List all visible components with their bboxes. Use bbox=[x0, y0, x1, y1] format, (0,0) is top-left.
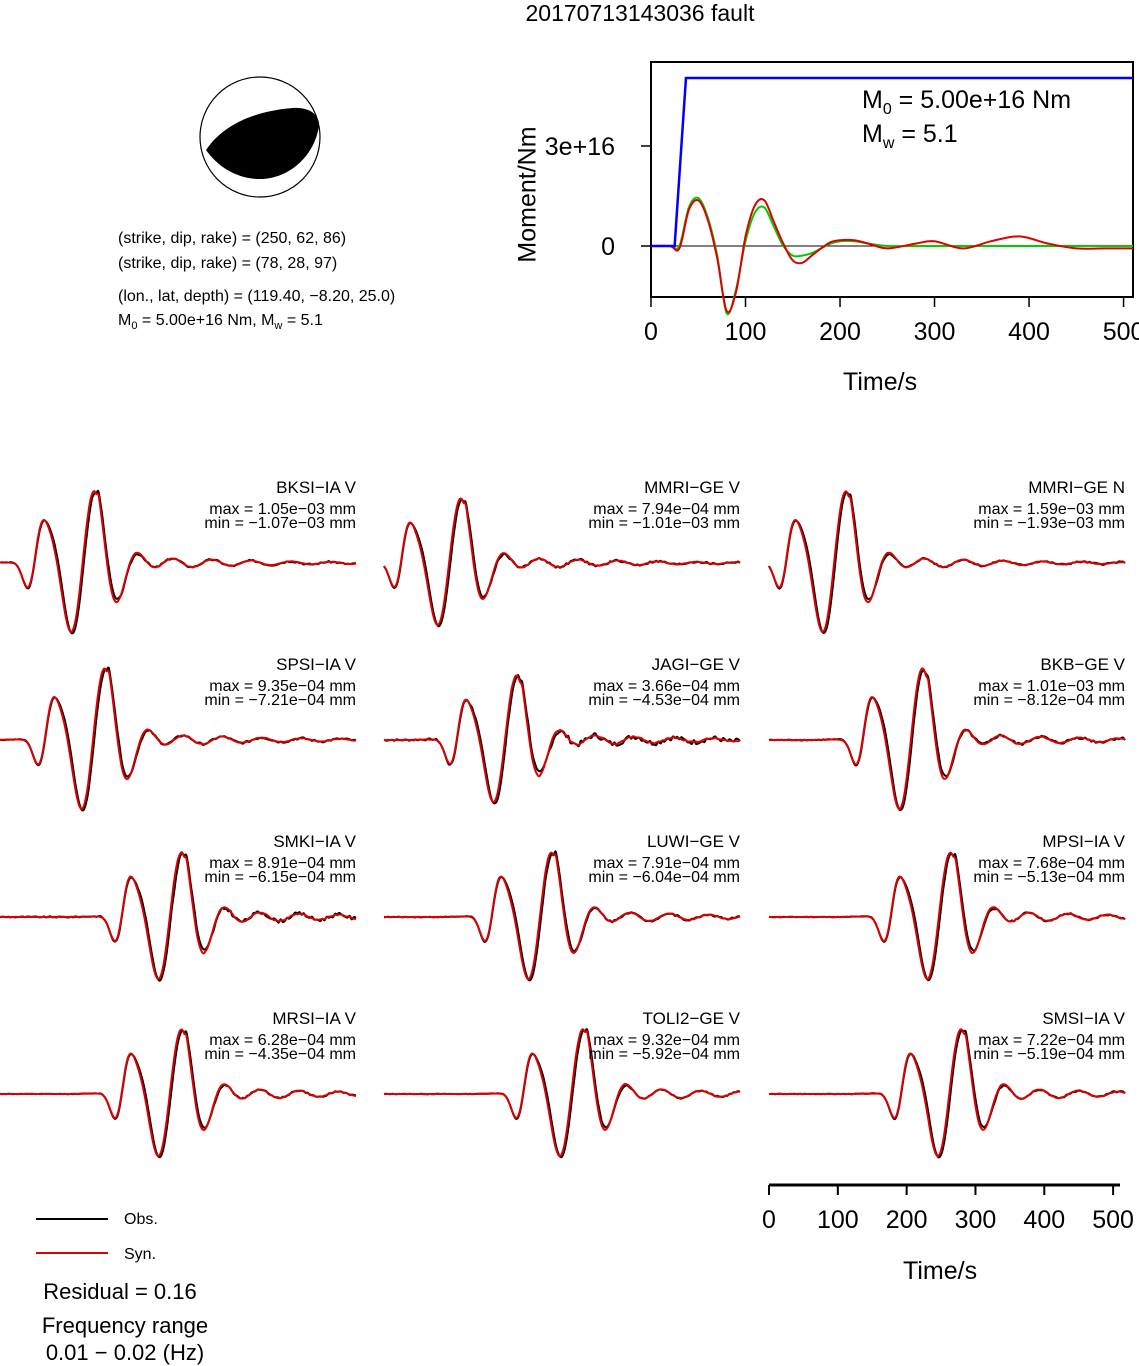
station-name-label: LUWI−GE V bbox=[646, 832, 740, 851]
synthetic-waveform bbox=[383, 497, 741, 626]
moment-xtick-label: 300 bbox=[913, 318, 956, 346]
moment-x-axis-label: Time/s bbox=[843, 368, 918, 396]
station-max-label: max = 9.35e−04 mm bbox=[209, 678, 356, 695]
station-max-label: max = 7.22e−04 mm bbox=[978, 1032, 1125, 1049]
station-min-label: min = −4.53e−04 mm bbox=[588, 692, 740, 709]
bottom-xtick-label: 200 bbox=[885, 1206, 928, 1234]
bottom-xtick-label: 300 bbox=[954, 1206, 997, 1234]
synthetic-waveform bbox=[383, 851, 741, 981]
station-max-label: max = 1.05e−03 mm bbox=[209, 501, 356, 518]
station-max-label: max = 8.91e−04 mm bbox=[209, 855, 356, 872]
station-min-label: min = −1.07e−03 mm bbox=[204, 515, 356, 532]
bottom-xtick-label: 0 bbox=[762, 1206, 776, 1234]
synthetic-waveform bbox=[0, 490, 357, 633]
bottom-xtick-label: 400 bbox=[1023, 1206, 1066, 1234]
moment-ytick-0: 0 bbox=[601, 233, 615, 261]
moment-ytick-3e16: 3e+16 bbox=[544, 133, 615, 161]
station-name-label: MPSI−IA V bbox=[1042, 832, 1125, 851]
station-min-label: min = −5.13e−04 mm bbox=[973, 869, 1125, 886]
station-name-label: MRSI−IA V bbox=[272, 1009, 356, 1028]
synthetic-waveform bbox=[768, 851, 1126, 981]
cumulative-moment-line bbox=[651, 76, 1133, 248]
synthetic-waveform bbox=[0, 851, 357, 981]
station-name-label: MMRI−GE V bbox=[644, 478, 740, 497]
synthetic-waveform bbox=[383, 1028, 741, 1158]
synthetic-waveform bbox=[383, 674, 741, 803]
frequency-value: 0.01 − 0.02 (Hz) bbox=[45, 1340, 205, 1365]
moment-plot-frame bbox=[650, 61, 1134, 298]
residual-text: Residual = 0.16 bbox=[43, 1279, 197, 1304]
legend-syn-label: Syn. bbox=[124, 1246, 157, 1263]
station-min-label: min = −4.35e−04 mm bbox=[204, 1046, 356, 1063]
frequency-label: Frequency range bbox=[41, 1313, 209, 1338]
bottom-x-axis-label: Time/s bbox=[903, 1257, 978, 1285]
station-max-label: max = 7.94e−04 mm bbox=[593, 501, 740, 518]
station-name-label: BKB−GE V bbox=[1040, 655, 1125, 674]
station-min-label: min = −1.93e−03 mm bbox=[973, 515, 1125, 532]
station-max-label: max = 7.91e−04 mm bbox=[593, 855, 740, 872]
magnitude-text: M0 = 5.00e+16 Nm, Mw = 5.1 bbox=[118, 312, 323, 333]
moment-rate-red-line bbox=[650, 198, 1133, 314]
synthetic-waveform bbox=[768, 490, 1126, 633]
focal-plane-2: (strike, dip, rake) = (78, 28, 97) bbox=[118, 255, 338, 272]
legend-obs-label: Obs. bbox=[124, 1211, 158, 1228]
synthetic-waveform bbox=[768, 667, 1126, 810]
moment-mw-annotation: Mw = 5.1 bbox=[862, 120, 958, 152]
moment-xtick-label: 0 bbox=[644, 318, 658, 346]
station-min-label: min = −6.04e−04 mm bbox=[588, 869, 740, 886]
station-max-label: max = 3.66e−04 mm bbox=[593, 678, 740, 695]
page-title: 20170713143036 fault bbox=[525, 0, 755, 26]
station-name-label: BKSI−IA V bbox=[276, 478, 356, 497]
beachball-icon bbox=[199, 76, 321, 198]
moment-rate-chart bbox=[641, 61, 1134, 316]
station-min-label: min = −6.15e−04 mm bbox=[204, 869, 356, 886]
moment-xtick-label: 400 bbox=[1008, 318, 1050, 346]
station-name-label: SMSI−IA V bbox=[1042, 1009, 1125, 1028]
station-max-label: max = 9.32e−04 mm bbox=[593, 1032, 740, 1049]
station-min-label: min = −7.21e−04 mm bbox=[204, 692, 356, 709]
focal-plane-1: (strike, dip, rake) = (250, 62, 86) bbox=[118, 230, 347, 247]
bottom-xtick-label: 500 bbox=[1092, 1206, 1134, 1234]
station-min-label: min = −1.01e−03 mm bbox=[588, 515, 740, 532]
location-text: (lon., lat, depth) = (119.40, −8.20, 25.… bbox=[118, 288, 396, 305]
moment-m0-annotation: M0 = 5.00e+16 Nm bbox=[862, 86, 1072, 118]
station-max-label: max = 6.28e−04 mm bbox=[209, 1032, 356, 1049]
station-max-label: max = 1.01e−03 mm bbox=[978, 678, 1125, 695]
legend-lines bbox=[36, 1218, 108, 1254]
station-name-label: JAGI−GE V bbox=[651, 655, 740, 674]
moment-xtick-label: 200 bbox=[819, 318, 861, 346]
station-name-label: TOLI2−GE V bbox=[642, 1009, 740, 1028]
station-max-label: max = 1.59e−03 mm bbox=[978, 501, 1125, 518]
synthetic-waveform bbox=[0, 667, 357, 810]
station-name-label: MMRI−GE N bbox=[1028, 478, 1125, 497]
bottom-xtick-label: 100 bbox=[816, 1206, 859, 1234]
synthetic-waveform bbox=[0, 1028, 357, 1158]
station-name-label: SPSI−IA V bbox=[276, 655, 356, 674]
synthetic-waveform bbox=[768, 1028, 1126, 1157]
station-min-label: min = −8.12e−04 mm bbox=[973, 692, 1125, 709]
station-min-label: min = −5.92e−04 mm bbox=[588, 1046, 740, 1063]
station-name-label: SMKI−IA V bbox=[273, 832, 356, 851]
moment-xtick-label: 500 bbox=[1102, 318, 1139, 346]
station-max-label: max = 7.68e−04 mm bbox=[978, 855, 1125, 872]
station-min-label: min = −5.19e−04 mm bbox=[973, 1046, 1125, 1063]
moment-xtick-label: 100 bbox=[724, 318, 767, 346]
